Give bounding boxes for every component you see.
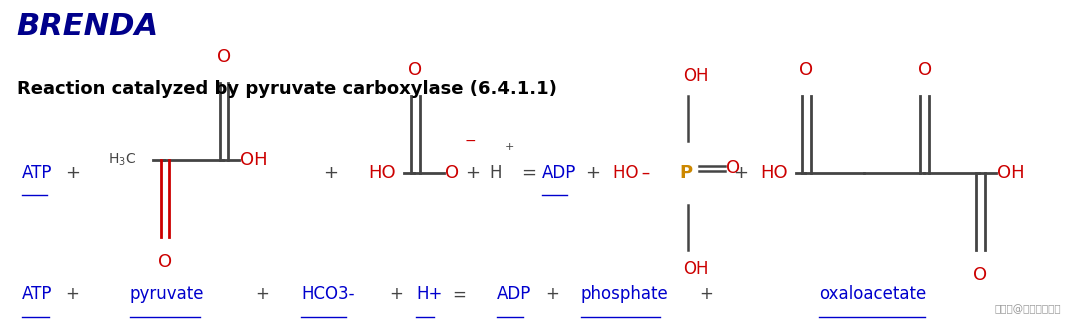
- Text: O: O: [973, 266, 987, 284]
- Text: O: O: [726, 159, 740, 177]
- Text: +: +: [390, 285, 404, 304]
- Text: O: O: [408, 61, 422, 79]
- Text: 搜狐号@李老师谈生化: 搜狐号@李老师谈生化: [995, 304, 1062, 314]
- Text: O: O: [158, 253, 172, 271]
- Text: O: O: [217, 48, 231, 66]
- Text: +: +: [65, 285, 79, 304]
- Text: BRENDA: BRENDA: [17, 12, 159, 41]
- Text: OH: OH: [683, 260, 708, 278]
- Text: OH: OH: [997, 164, 1024, 182]
- Text: −: −: [464, 134, 476, 148]
- Text: H: H: [489, 164, 502, 182]
- Text: O: O: [918, 61, 932, 79]
- Text: H$_3$C: H$_3$C: [108, 152, 136, 168]
- Text: ATP: ATP: [22, 164, 53, 182]
- Text: H+: H+: [417, 285, 443, 304]
- Text: +: +: [323, 164, 338, 182]
- Text: OH: OH: [683, 67, 708, 85]
- Text: ADP: ADP: [497, 285, 531, 304]
- Text: phosphate: phosphate: [581, 285, 669, 304]
- Text: +: +: [504, 142, 514, 152]
- Text: oxaloacetate: oxaloacetate: [820, 285, 927, 304]
- Text: +: +: [545, 285, 559, 304]
- Text: O: O: [445, 164, 460, 182]
- Text: HCO3-: HCO3-: [301, 285, 355, 304]
- Text: ADP: ADP: [542, 164, 577, 182]
- Text: ATP: ATP: [22, 285, 53, 304]
- Text: HO: HO: [368, 164, 395, 182]
- Text: +: +: [585, 164, 600, 182]
- Text: =: =: [451, 285, 465, 304]
- Text: OH: OH: [240, 151, 268, 169]
- Text: Reaction catalyzed by pyruvate carboxylase (6.4.1.1): Reaction catalyzed by pyruvate carboxyla…: [17, 80, 556, 98]
- Text: HO –: HO –: [613, 164, 650, 182]
- Text: P: P: [679, 164, 692, 182]
- Text: +: +: [65, 164, 80, 182]
- Text: +: +: [464, 164, 480, 182]
- Text: +: +: [733, 164, 748, 182]
- Text: =: =: [521, 164, 536, 182]
- Text: HO: HO: [760, 164, 788, 182]
- Text: +: +: [255, 285, 269, 304]
- Text: pyruvate: pyruvate: [130, 285, 204, 304]
- Text: O: O: [799, 61, 813, 79]
- Text: +: +: [699, 285, 713, 304]
